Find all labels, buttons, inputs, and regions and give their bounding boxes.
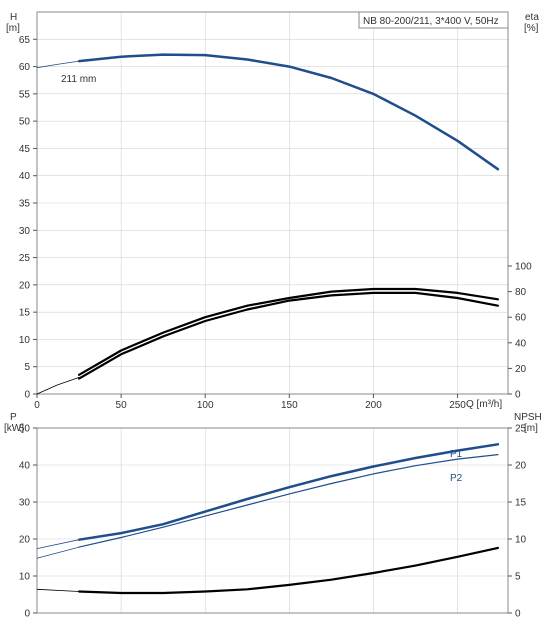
- series-label-p2: P2: [450, 473, 463, 484]
- top-right-tick-label: 0: [515, 390, 521, 401]
- bottom-series-line-0: [77, 443, 500, 541]
- bottom-series-line-1: [36, 539, 80, 549]
- x-axis-label: Q [m³/h]: [466, 399, 502, 410]
- bottom-right-tick-label: 5: [515, 572, 521, 583]
- impeller-diameter-annotation: 211 mm: [61, 74, 96, 85]
- top-left-tick-label: 25: [19, 253, 31, 264]
- top-left-tick-label: 15: [19, 308, 31, 319]
- top-left-tick-label: 55: [19, 89, 31, 100]
- top-left-tick-label: 35: [19, 199, 31, 210]
- x-tick-label: 100: [197, 400, 214, 411]
- top-right-tick-label: 20: [515, 364, 527, 375]
- top-left-axis-label-2: [m]: [6, 23, 20, 34]
- top-left-tick-label: 40: [19, 171, 31, 182]
- x-tick-label: 250: [449, 400, 466, 411]
- bottom-left-tick-label: 30: [19, 498, 31, 509]
- bottom-left-tick-label: 0: [24, 609, 30, 620]
- x-tick-label: 150: [281, 400, 298, 411]
- top-right-axis-label-2: [%]: [524, 23, 539, 34]
- top-series-line-2: [77, 291, 499, 380]
- x-tick-label: 0: [34, 400, 40, 411]
- bottom-left-axis-label-2: [kW]: [4, 423, 24, 434]
- top-series-line-1: [36, 60, 80, 69]
- x-tick-label: 200: [365, 400, 382, 411]
- chart-title: NB 80-200/211, 3*400 V, 50Hz: [363, 16, 499, 27]
- top-right-tick-label: 40: [515, 338, 527, 349]
- series-label-p1: P1: [450, 449, 463, 460]
- bottom-left-axis-label-1: P: [10, 412, 17, 423]
- bottom-right-tick-label: 15: [515, 498, 527, 509]
- top-series-line-0: [77, 53, 500, 171]
- chart-title-box: [358, 11, 509, 29]
- bottom-series-line-5: [36, 588, 80, 592]
- top-right-tick-label: 100: [515, 262, 532, 273]
- bottom-series-line-2: [78, 454, 499, 548]
- top-series-line-3: [77, 287, 499, 376]
- top-left-tick-label: 45: [19, 144, 31, 155]
- top-left-tick-label: 5: [24, 362, 30, 373]
- top-right-tick-label: 60: [515, 313, 527, 324]
- top-left-tick-label: 50: [19, 117, 31, 128]
- top-left-axis-label-1: H: [10, 12, 17, 23]
- bottom-right-tick-label: 20: [515, 461, 527, 472]
- top-left-tick-label: 10: [19, 335, 31, 346]
- bottom-series-line-3: [36, 546, 80, 559]
- bottom-right-tick-label: 25: [515, 424, 527, 435]
- bottom-left-tick-label: 40: [19, 461, 31, 472]
- top-left-tick-label: 30: [19, 226, 31, 237]
- top-left-tick-label: 65: [19, 35, 31, 46]
- top-right-axis-label-1: eta: [525, 12, 539, 23]
- bottom-series-line-4: [77, 546, 499, 595]
- top-left-tick-label: 60: [19, 62, 31, 73]
- bottom-right-tick-label: 0: [515, 609, 521, 620]
- x-tick-label: 50: [116, 400, 128, 411]
- bottom-right-axis-label-1: NPSH: [514, 412, 542, 423]
- bottom-left-tick-label: 20: [19, 535, 31, 546]
- bottom-panel: 0 10 20 30 40 50 0 5 10 15 20 25 P [kW] NPSH [m] P1…: [4, 412, 542, 620]
- bottom-left-tick-label: 50: [19, 424, 31, 435]
- top-left-tick-label: 0: [24, 390, 30, 401]
- top-left-tick-label: 20: [19, 280, 31, 291]
- bottom-right-axis-label-2: [m]: [524, 423, 538, 434]
- bottom-left-tick-label: 10: [19, 572, 31, 583]
- bottom-right-tick-label: 10: [515, 535, 527, 546]
- top-right-tick-label: 80: [515, 287, 527, 298]
- bottom-plot-frame: [36, 427, 509, 614]
- top-series-line-4: [36, 376, 80, 395]
